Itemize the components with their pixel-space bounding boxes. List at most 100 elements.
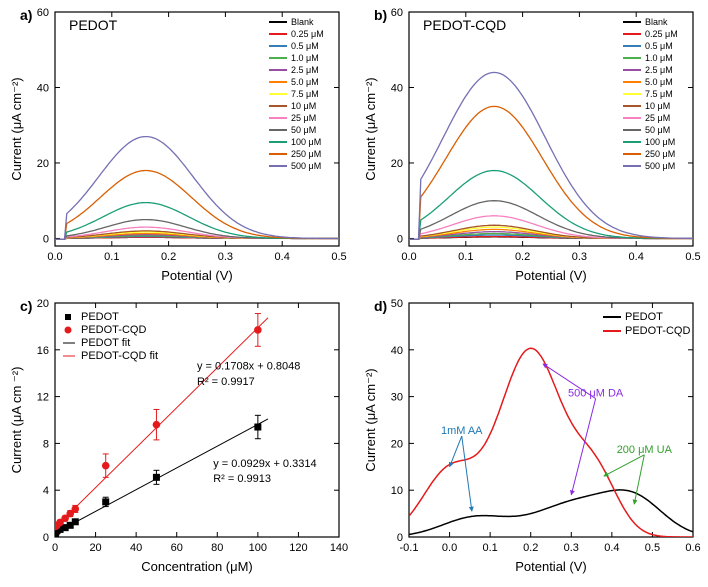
x-tick-label: 0.1 <box>104 251 119 263</box>
panel-title: PEDOT-CQD <box>423 17 506 33</box>
x-tick-label: 40 <box>130 542 142 554</box>
fit-equation: y = 0.0929x + 0.3314 <box>213 458 316 470</box>
legend-item: PEDOT-CQD fit <box>81 350 158 362</box>
y-tick-label: 12 <box>37 392 49 404</box>
y-tick-label: 0 <box>43 532 49 544</box>
legend: Blank0.25 μM0.5 μM1.0 μM2.5 μM5.0 μM7.5 … <box>623 17 678 171</box>
legend-item: 1.0 μM <box>645 53 673 63</box>
x-tick-label: 0.5 <box>331 251 346 263</box>
legend-item: 0.25 μM <box>291 29 324 39</box>
curve-pedot-cqd <box>409 348 693 537</box>
legend-item: 1.0 μM <box>291 53 319 63</box>
panel-tag: b) <box>374 7 387 23</box>
x-tick-label: 0.2 <box>161 251 176 263</box>
legend-item: 10 μM <box>645 101 670 111</box>
y-axis-label: Current (μA cm⁻²) <box>363 368 378 471</box>
y-tick-label: 40 <box>391 345 403 357</box>
y-tick-label: 20 <box>37 158 49 170</box>
legend-item: 250 μM <box>645 149 675 159</box>
annotation-label: 1mM AA <box>441 425 483 437</box>
x-tick-label: 0.1 <box>458 251 473 263</box>
x-tick-label: 60 <box>171 542 183 554</box>
y-tick-label: 20 <box>37 298 49 310</box>
y-tick-label: 60 <box>391 7 403 19</box>
x-tick-label: 0.2 <box>523 542 538 554</box>
legend-item: 100 μM <box>645 137 675 147</box>
legend-item: PEDOT <box>625 311 663 323</box>
legend-item: 0.25 μM <box>645 29 678 39</box>
x-tick-label: 80 <box>211 542 223 554</box>
data-point <box>153 421 161 429</box>
legend-item: PEDOT-CQD <box>81 324 146 336</box>
data-point <box>72 518 79 525</box>
y-tick-label: 40 <box>37 82 49 94</box>
x-tick-label: 0.5 <box>685 251 700 263</box>
panel-tag: a) <box>20 7 32 23</box>
y-tick-label: 20 <box>391 438 403 450</box>
legend-item: 0.5 μM <box>291 41 319 51</box>
curve-pedot <box>409 490 693 535</box>
x-tick-label: 120 <box>289 542 307 554</box>
legend: PEDOTPEDOT-CQDPEDOT fitPEDOT-CQD fit <box>63 311 158 362</box>
x-tick-label: 0.4 <box>275 251 290 263</box>
x-tick-label: 0.4 <box>604 542 619 554</box>
legend-item: 500 μM <box>645 161 675 171</box>
legend-item: 0.5 μM <box>645 41 673 51</box>
y-tick-label: 4 <box>43 485 49 497</box>
legend-item: 250 μM <box>291 149 321 159</box>
data-point <box>102 462 110 470</box>
x-tick-label: 0.3 <box>572 251 587 263</box>
fit-r2: R² = 0.9917 <box>197 376 255 388</box>
y-tick-label: 10 <box>391 485 403 497</box>
legend-item: 100 μM <box>291 137 321 147</box>
data-point <box>102 498 109 505</box>
y-tick-label: 60 <box>37 7 49 19</box>
x-axis-label: Potential (V) <box>515 559 587 574</box>
y-tick-label: 16 <box>37 345 49 357</box>
x-tick-label: 0.5 <box>645 542 660 554</box>
legend-item: 7.5 μM <box>291 89 319 99</box>
data-point <box>254 424 261 431</box>
legend-item: 7.5 μM <box>645 89 673 99</box>
x-tick-label: 0.4 <box>629 251 644 263</box>
annotation-label: 200 μM UA <box>617 444 673 456</box>
legend-item: 500 μM <box>291 161 321 171</box>
y-tick-label: 8 <box>43 438 49 450</box>
x-tick-label: 0.1 <box>482 542 497 554</box>
panel-a: 0.00.10.20.30.40.50204060Potential (V)Cu… <box>0 0 354 291</box>
x-tick-label: 0.0 <box>47 251 62 263</box>
panel-c: 020406080100120140048121620Concentration… <box>0 291 354 582</box>
y-tick-label: 0 <box>397 532 403 544</box>
data-point <box>71 505 79 513</box>
y-tick-label: 20 <box>391 158 403 170</box>
y-tick-label: 40 <box>391 82 403 94</box>
y-tick-label: 0 <box>397 233 403 245</box>
data-point <box>153 474 160 481</box>
panel-tag: d) <box>374 298 387 314</box>
annotation-arrow <box>462 436 472 511</box>
data-point <box>254 326 262 334</box>
x-tick-label: 0.0 <box>401 251 416 263</box>
legend-item: 2.5 μM <box>291 65 319 75</box>
panel-title: PEDOT <box>69 17 118 33</box>
x-tick-label: 100 <box>249 542 267 554</box>
x-axis-label: Potential (V) <box>515 268 587 283</box>
legend-item: 5.0 μM <box>291 77 319 87</box>
y-tick-label: 30 <box>391 392 403 404</box>
annotation-label: 500 μM DA <box>568 388 624 400</box>
x-tick-label: 20 <box>89 542 101 554</box>
x-axis-label: Potential (V) <box>161 268 233 283</box>
annotation-arrow <box>571 399 595 495</box>
panel-tag: c) <box>20 298 32 314</box>
legend-item: 2.5 μM <box>645 65 673 75</box>
legend-item: PEDOT-CQD <box>625 325 690 337</box>
x-tick-label: 0.3 <box>564 542 579 554</box>
legend-item: Blank <box>291 17 314 27</box>
y-tick-label: 0 <box>43 233 49 245</box>
legend: PEDOT PEDOT-CQD <box>603 311 690 337</box>
x-axis-label: Concentration (μM) <box>141 559 253 574</box>
legend: Blank 0.25 μM 0.5 μM 1.0 μM 2.5 μM 5.0 μM 7.5 … <box>267 16 335 178</box>
legend-item: 50 μM <box>291 125 316 135</box>
x-tick-label: 0.6 <box>685 542 700 554</box>
legend-item: PEDOT <box>81 311 119 323</box>
